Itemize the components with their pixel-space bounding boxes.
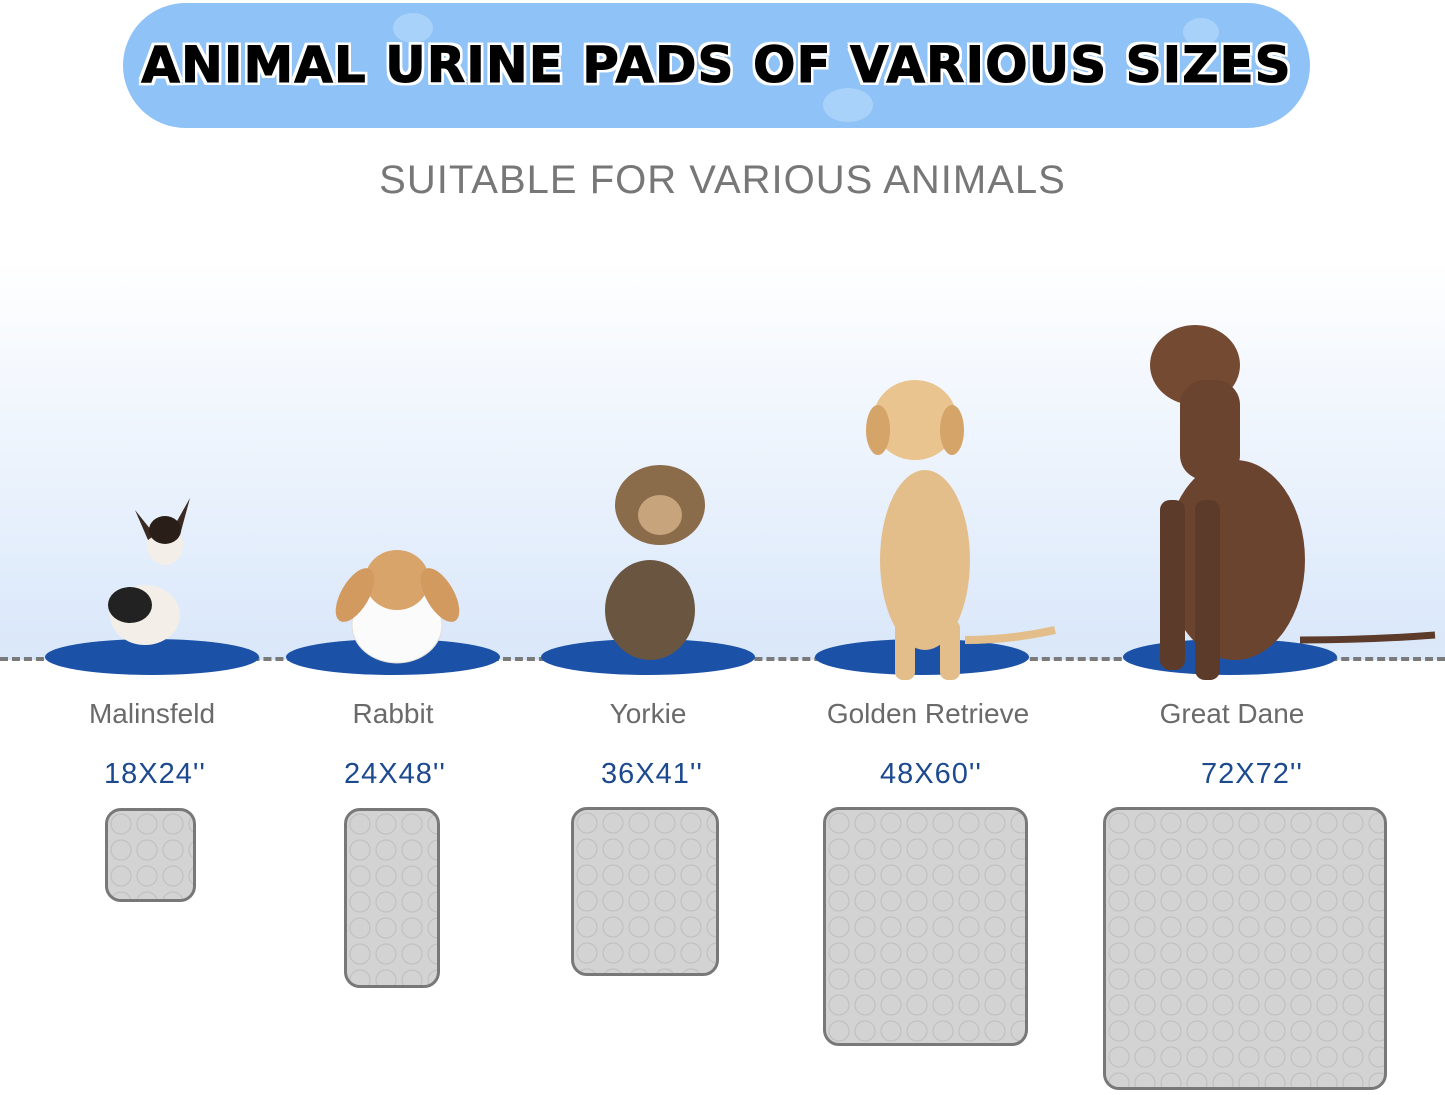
animals-scene	[45, 325, 1436, 680]
page-title: ANIMAL URINE PADS OF VARIOUS SIZES	[141, 36, 1292, 95]
animal-label-great-dane: Great Dane	[1159, 698, 1305, 729]
yorkie-image	[605, 465, 705, 660]
animal-label-malinsfeld: Malinsfeld	[88, 698, 216, 729]
animal-label-golden-retriever: Golden Retrieve	[826, 698, 1030, 729]
chihuahua-image	[108, 498, 190, 645]
animal-label-rabbit: Rabbit	[352, 698, 434, 729]
pad-image-36x41	[571, 807, 719, 976]
size-label-72x72: 72X72''	[1201, 758, 1303, 790]
pad-image-18x24	[105, 808, 196, 902]
paw-print-decoration	[393, 13, 433, 43]
size-label-36x41: 36X41''	[601, 758, 703, 790]
mat-malinsfeld	[45, 639, 259, 675]
golden-retriever-image	[866, 380, 1056, 680]
rabbit-image	[335, 550, 460, 664]
title-banner: ANIMAL URINE PADS OF VARIOUS SIZES	[123, 3, 1310, 128]
size-label-48x60: 48X60''	[880, 758, 982, 790]
great-dane-image	[1150, 325, 1436, 680]
size-label-24x48: 24X48''	[344, 758, 446, 790]
pad-image-72x72	[1103, 807, 1387, 1090]
size-label-18x24: 18X24''	[104, 758, 206, 790]
paw-print-decoration	[823, 88, 873, 122]
pad-image-24x48	[344, 808, 440, 988]
subtitle: SUITABLE FOR VARIOUS ANIMALS	[379, 158, 1066, 202]
animal-label-yorkie: Yorkie	[609, 698, 687, 729]
paw-print-decoration	[1183, 18, 1219, 46]
mat-golden-retriever	[815, 639, 1029, 675]
pad-image-48x60	[823, 807, 1028, 1046]
